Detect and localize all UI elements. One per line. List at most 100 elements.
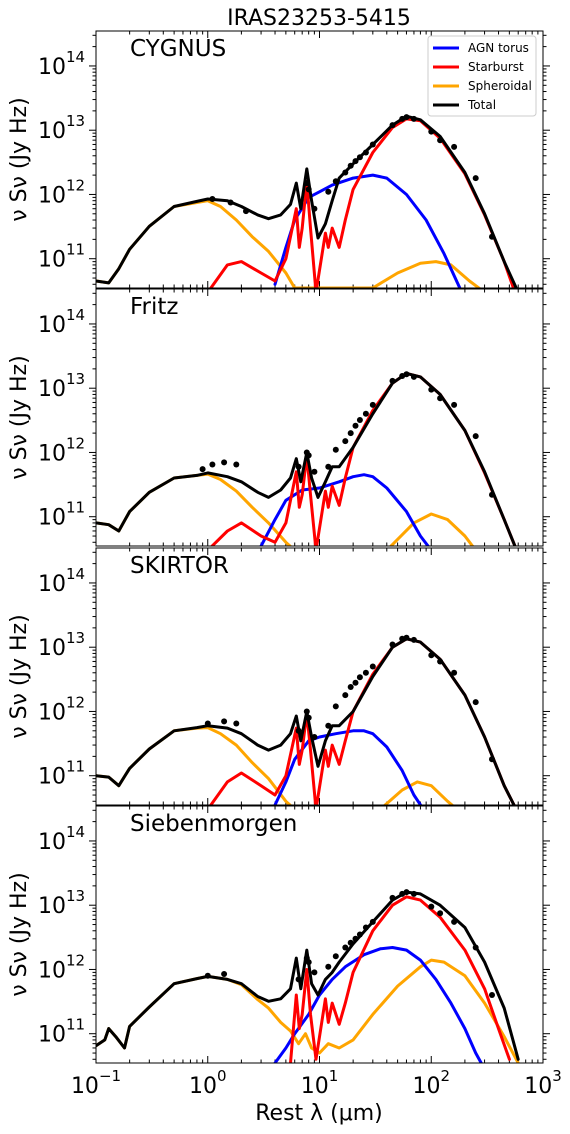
observed-point xyxy=(356,154,363,161)
panel-4: 1011 1012 1013 1014 Siebenmorgen ν Sν (Jy Hz) xyxy=(7,805,550,1064)
y-tick-label: 1011 xyxy=(38,1016,85,1048)
x-tick-label: 100 xyxy=(189,1067,227,1099)
observed-point xyxy=(410,890,417,897)
starburst-curve xyxy=(209,117,515,288)
observed-point xyxy=(305,959,312,966)
observed-point xyxy=(389,122,396,129)
observed-point xyxy=(352,679,359,686)
figure-title: IRAS23253-5415 xyxy=(227,6,411,31)
observed-point xyxy=(362,149,369,156)
y-tick-label: 1013 xyxy=(38,112,85,144)
panel-name: Fritz xyxy=(130,294,179,320)
observed-point xyxy=(325,188,332,195)
observed-point xyxy=(332,703,339,710)
observed-point xyxy=(305,714,312,721)
panel-name: SKIRTOR xyxy=(130,553,229,579)
y-axis-label: ν Sν (Jy Hz) xyxy=(7,97,32,221)
y-tick-label: 1013 xyxy=(38,370,85,402)
observed-point xyxy=(303,180,310,187)
observed-point xyxy=(342,169,349,176)
observed-point xyxy=(489,491,495,498)
y-tick-label: 1011 xyxy=(38,241,85,273)
observed-point xyxy=(305,452,312,459)
observed-point xyxy=(369,141,376,148)
y-tick-label: 1012 xyxy=(38,951,85,983)
observed-point xyxy=(311,468,318,475)
observed-point xyxy=(410,115,417,122)
y-axis-label: ν Sν (Jy Hz) xyxy=(7,355,32,479)
observed-point xyxy=(437,137,444,144)
observed-point xyxy=(332,953,339,960)
y-tick-label: 1014 xyxy=(38,306,85,338)
observed-point xyxy=(295,463,302,470)
observed-point xyxy=(332,446,339,453)
y-tick-label: 1013 xyxy=(38,629,85,661)
observed-point xyxy=(437,910,444,917)
observed-point xyxy=(489,992,495,998)
observed-point xyxy=(295,727,302,734)
x-axis-label: Rest λ (μm) xyxy=(255,1101,383,1126)
observed-point xyxy=(403,889,410,896)
observed-point xyxy=(369,918,376,925)
observed-point xyxy=(233,720,240,727)
observed-point xyxy=(437,658,444,665)
total-curve xyxy=(96,371,517,546)
observed-point xyxy=(221,459,228,466)
legend: AGN torus Starburst Spheroidal Total xyxy=(427,35,537,117)
observed-point xyxy=(342,944,349,951)
x-tick-label: 10−1 xyxy=(71,1067,121,1099)
observed-point xyxy=(356,931,363,938)
observed-point xyxy=(428,386,435,393)
observed-point xyxy=(362,669,369,676)
observed-point xyxy=(451,669,458,676)
spheroidal-curve xyxy=(96,726,455,805)
total-curve xyxy=(96,637,516,805)
observed-point xyxy=(403,114,410,121)
legend-label: Starburst xyxy=(468,60,524,74)
observed-point xyxy=(410,636,417,643)
observed-point xyxy=(311,205,318,212)
observed-point xyxy=(305,186,312,193)
panel-name: CYGNUS xyxy=(130,36,226,62)
observed-point xyxy=(325,463,332,470)
y-tick-label: 1012 xyxy=(38,434,85,466)
observed-point xyxy=(472,699,479,706)
observed-point xyxy=(428,903,435,910)
observed-point xyxy=(472,175,479,182)
agn-torus-curve xyxy=(273,946,483,1063)
observed-point xyxy=(347,162,354,169)
observed-point xyxy=(369,401,376,408)
observed-point xyxy=(209,196,216,202)
starburst-curve xyxy=(209,637,516,805)
observed-point xyxy=(233,461,240,468)
y-tick-label: 1012 xyxy=(38,176,85,208)
observed-point xyxy=(437,395,444,402)
panel-2: 1011 1012 1013 1014 Fritz ν Sν (Jy Hz) xyxy=(7,288,550,547)
observed-point xyxy=(311,969,318,976)
total-curve xyxy=(96,114,518,288)
observed-point xyxy=(352,158,359,165)
panel-frame xyxy=(95,30,544,289)
panel-frame xyxy=(95,547,544,806)
observed-point xyxy=(403,634,410,641)
observed-point xyxy=(204,720,211,727)
observed-point xyxy=(389,641,396,648)
observed-point xyxy=(342,438,349,445)
observed-point xyxy=(389,377,396,384)
starburst-curve xyxy=(289,895,511,1063)
observed-point xyxy=(332,178,339,185)
observed-point xyxy=(227,199,234,206)
observed-point xyxy=(221,718,228,725)
observed-point xyxy=(347,430,354,437)
legend-label: AGN torus xyxy=(468,41,529,55)
y-axis-label: ν Sν (Jy Hz) xyxy=(7,614,32,738)
observed-point xyxy=(243,208,249,215)
observed-point xyxy=(295,976,302,983)
observed-point xyxy=(356,417,363,423)
panel-curves xyxy=(96,114,518,288)
observed-point xyxy=(342,692,349,699)
observed-point xyxy=(362,410,369,417)
observed-point xyxy=(199,466,206,473)
panel-1: 1011 1012 1013 1014 CYGNUS ν Sν (Jy Hz) xyxy=(7,30,550,289)
